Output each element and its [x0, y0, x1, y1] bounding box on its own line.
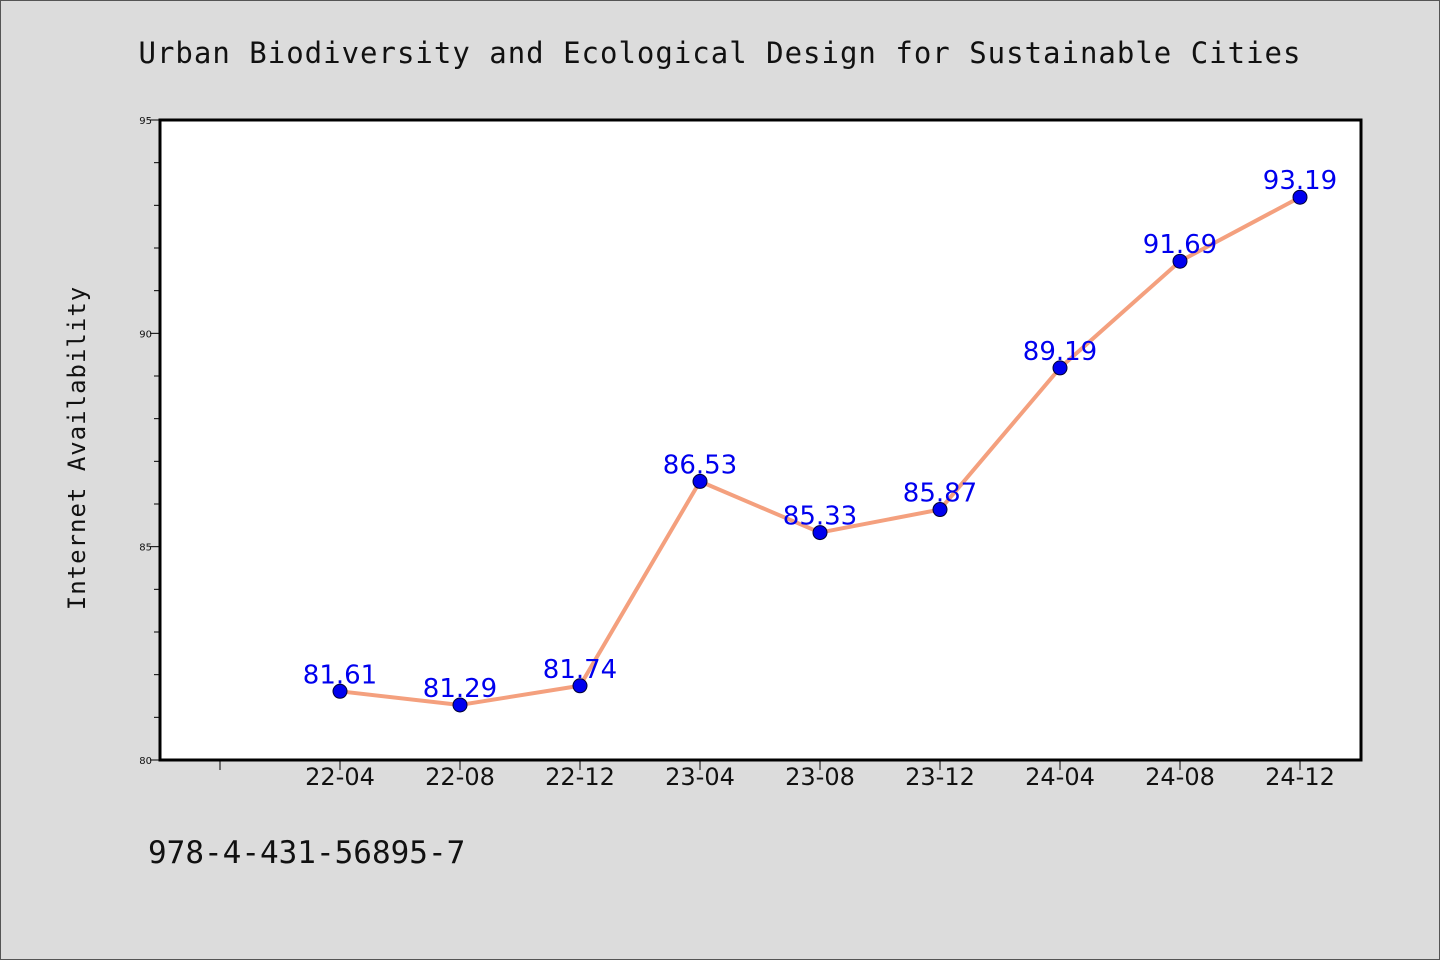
y-axis-ticks: 80 85 90 95	[139, 116, 160, 767]
data-label: 85.33	[783, 502, 857, 532]
data-label: 81.74	[543, 655, 617, 685]
data-point	[332, 683, 348, 699]
x-tick-label: 24-12	[1265, 763, 1335, 791]
series-group: 81.61 81.29 81.74 86.53 85.33 85.87 89.19 91.69…	[303, 166, 1337, 713]
data-point	[572, 678, 588, 694]
x-axis-ticks: 22-04 22-08 22-12 23-04 23-08 23-12 24-04 24-08…	[219, 760, 1335, 791]
x-tick-label: 23-12	[905, 763, 975, 791]
data-label: 86.53	[663, 450, 737, 480]
y-tick-label: 95	[139, 116, 152, 127]
chart-title: Urban Biodiversity and Ecological Design…	[138, 36, 1302, 70]
data-label: 89.19	[1023, 337, 1097, 367]
x-tick-label: 23-04	[665, 763, 735, 791]
y-tick-label: 80	[139, 756, 152, 767]
plot-border	[158, 118, 1363, 762]
data-point	[1052, 360, 1068, 376]
data-point	[452, 697, 468, 713]
plot-area	[160, 120, 1361, 760]
data-label: 85.87	[903, 479, 977, 509]
data-label: 81.61	[303, 660, 377, 690]
data-point	[1172, 253, 1188, 269]
y-tick-label: 85	[139, 543, 152, 554]
data-label: 81.29	[423, 674, 497, 704]
x-tick-label: 22-04	[305, 763, 375, 791]
x-tick-label: 24-04	[1025, 763, 1095, 791]
data-point	[812, 525, 828, 541]
x-tick-label: 22-12	[545, 763, 615, 791]
x-tick-label: 23-08	[785, 763, 855, 791]
isbn-text: 978-4-431-56895-7	[148, 835, 466, 871]
y-tick-label: 90	[139, 329, 152, 340]
data-point	[692, 473, 708, 489]
data-point	[1292, 189, 1308, 205]
x-tick-label: 24-08	[1145, 763, 1215, 791]
data-label: 91.69	[1143, 230, 1217, 260]
data-point	[932, 502, 948, 518]
x-tick-label: 22-08	[425, 763, 495, 791]
data-label: 93.19	[1263, 166, 1337, 196]
